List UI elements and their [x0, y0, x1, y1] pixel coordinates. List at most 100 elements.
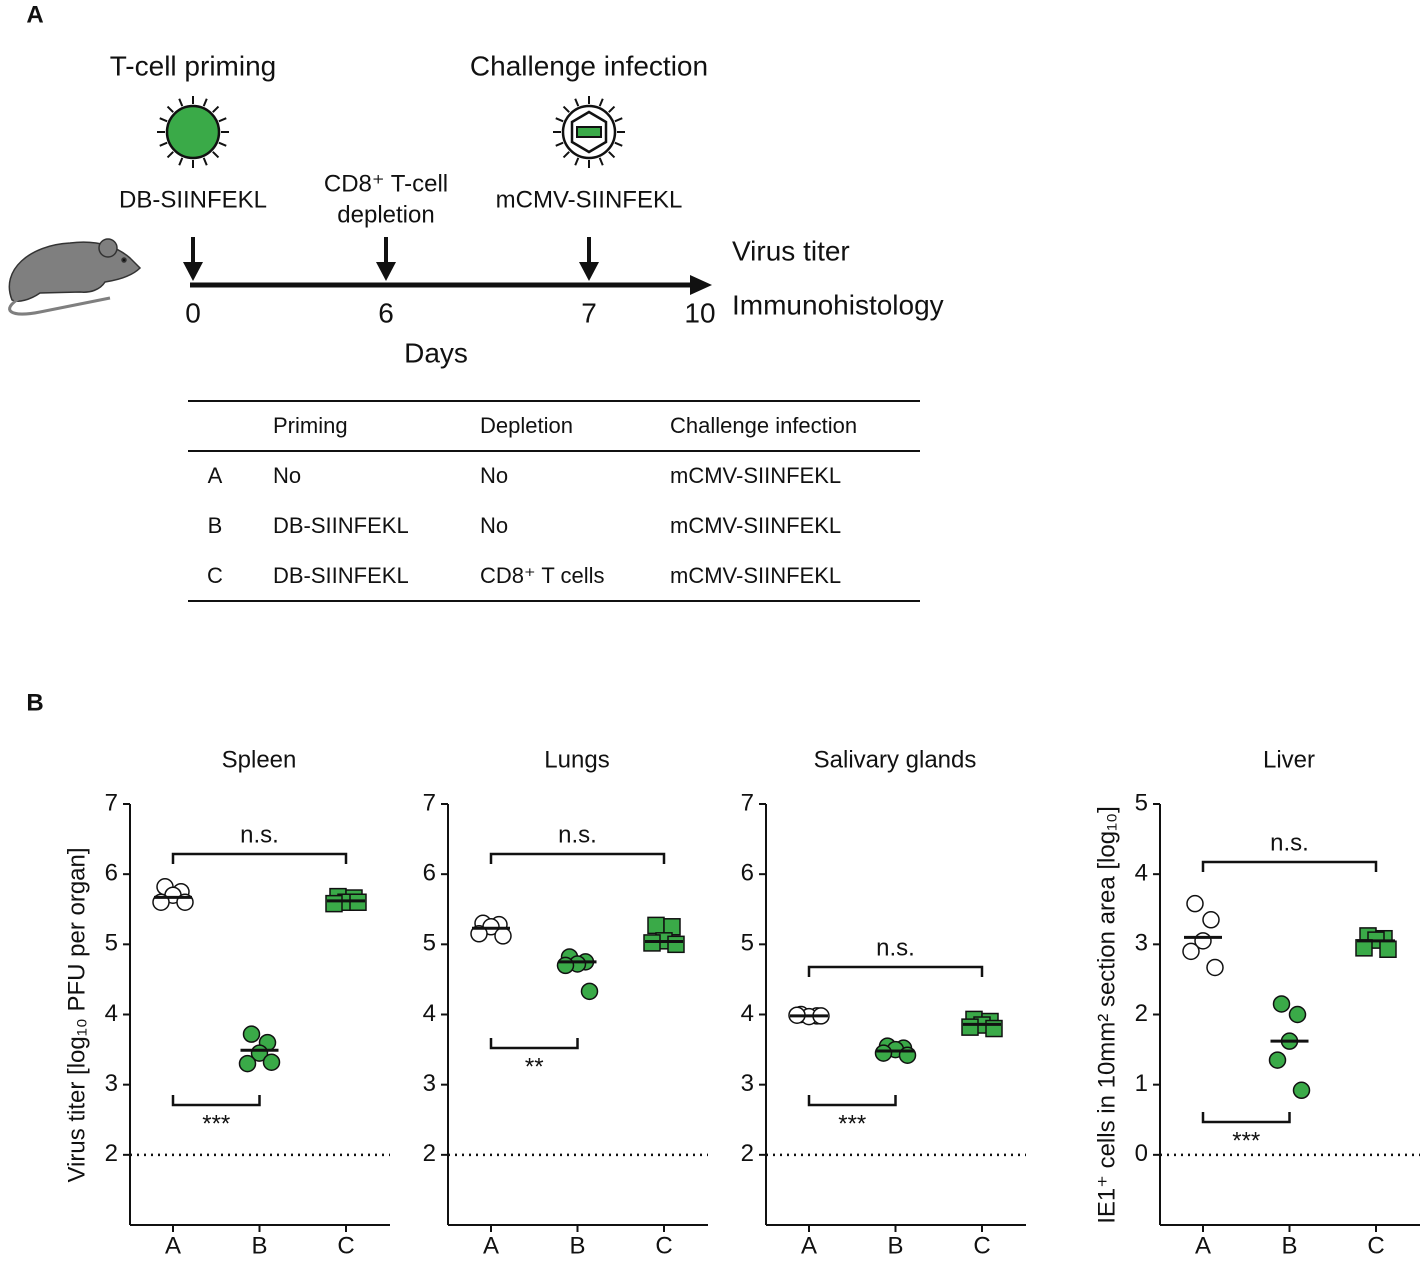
chart-title: Liver [1263, 746, 1315, 773]
spike [614, 141, 623, 147]
table-cell: DB-SIINFEKL [273, 563, 409, 588]
point [1379, 940, 1397, 958]
spike [574, 157, 580, 166]
spike [178, 157, 184, 166]
timeline-arrows [183, 237, 712, 295]
mouse-icon [8, 238, 142, 316]
spike [574, 98, 580, 107]
step-title: Challenge infection [470, 50, 708, 81]
table-cell: No [480, 513, 508, 538]
y-tick-label: 6 [741, 860, 754, 887]
x-tick-label: B [1281, 1232, 1297, 1259]
y-axis-label: IE1⁺ cells in 10mm² section area [log₁₀] [1093, 806, 1120, 1224]
day-label: 7 [581, 297, 597, 328]
table-header: Depletion [480, 413, 573, 438]
readout: Immunohistology [732, 289, 944, 320]
y-tick-label: 5 [105, 930, 118, 957]
table: Priming Depletion Challenge infection A No No… [207, 413, 857, 588]
y-tick-label: 3 [105, 1070, 118, 1097]
step-title: depletion [337, 201, 434, 228]
spike [614, 117, 623, 123]
y-tick-label: 4 [423, 1000, 436, 1027]
spike [562, 151, 570, 159]
significance-bracket [807, 965, 984, 977]
spike [178, 98, 184, 107]
y-tick-label: 6 [423, 860, 436, 887]
spike [608, 151, 616, 159]
x-tick-label: B [251, 1232, 267, 1259]
panel-label: A [26, 1, 43, 28]
y-tick-label: 2 [105, 1140, 118, 1167]
y-tick-label: 5 [741, 930, 754, 957]
day-label: 6 [378, 297, 394, 328]
table-cell: C [207, 563, 223, 588]
x-tick-label: A [801, 1232, 817, 1259]
chart-title: Spleen [222, 746, 297, 773]
spike [159, 117, 168, 123]
x-tick-label: C [973, 1232, 990, 1259]
y-tick-label: 4 [741, 1000, 754, 1027]
spike [202, 98, 208, 107]
table-header: Priming [273, 413, 348, 438]
spike [212, 105, 220, 113]
point [1202, 911, 1220, 929]
point [242, 1025, 261, 1043]
point [1268, 1051, 1287, 1069]
panel-label: B [26, 689, 43, 716]
table-cell: mCMV-SIINFEKL [670, 563, 841, 588]
significance-bracket [171, 852, 348, 864]
significance-label: n.s. [1270, 829, 1309, 856]
spike [166, 151, 174, 159]
x-tick-label: A [165, 1232, 181, 1259]
y-tick-label: 2 [423, 1140, 436, 1167]
significance-bracket [1201, 860, 1378, 872]
spike [218, 117, 227, 123]
significance-bracket [489, 852, 666, 864]
y-tick-label: 7 [423, 789, 436, 816]
point [238, 1054, 257, 1073]
point [1292, 1081, 1311, 1100]
significance-bracket [489, 1038, 579, 1050]
chart-title: Lungs [544, 746, 609, 773]
significance-label: ** [525, 1053, 544, 1080]
point [494, 927, 512, 945]
day-label: 10 [684, 297, 715, 328]
significance-label: n.s. [240, 821, 279, 848]
table-rules [188, 400, 920, 602]
spike [555, 117, 564, 123]
significance-label: *** [1232, 1127, 1260, 1154]
spike [608, 105, 616, 113]
table-cell: DB-SIINFEKL [273, 513, 409, 538]
spike [202, 157, 208, 166]
y-tick-label: 7 [105, 789, 118, 816]
spike [218, 141, 227, 147]
table-cell: No [273, 463, 301, 488]
point [874, 1044, 893, 1062]
table-cell: A [208, 463, 223, 488]
point [325, 894, 343, 913]
x-tick-label: B [569, 1232, 585, 1259]
chart-title: Salivary glands [814, 746, 977, 773]
point [1186, 894, 1204, 913]
table-header: Challenge infection [670, 413, 857, 438]
point [262, 1053, 281, 1071]
significance-bracket [171, 1095, 261, 1107]
step-agent: DB-SIINFEKL [119, 186, 267, 213]
point [470, 925, 488, 943]
spike [598, 98, 604, 107]
step-title: T-cell priming [110, 50, 276, 81]
significance-bracket [1201, 1112, 1291, 1124]
virus-spikes [157, 96, 625, 168]
table-cell: mCMV-SIINFEKL [670, 463, 841, 488]
point [580, 982, 599, 1001]
y-tick-label: 5 [1135, 789, 1148, 816]
x-tick-label: C [655, 1232, 672, 1259]
y-tick-label: 5 [423, 930, 436, 957]
point [961, 1018, 979, 1036]
timeline-axis-label: Days [404, 337, 468, 368]
point [647, 916, 665, 935]
y-tick-label: 3 [741, 1070, 754, 1097]
x-tick-label: A [483, 1232, 499, 1259]
spike [555, 141, 564, 147]
